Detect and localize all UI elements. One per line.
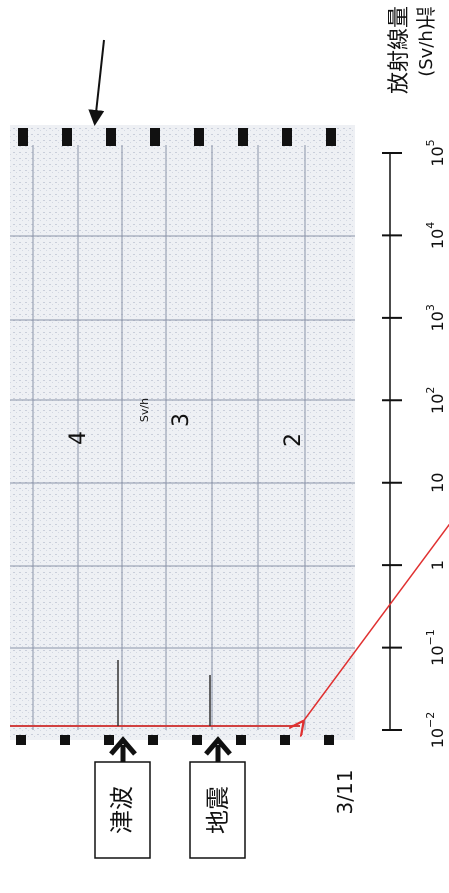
perforation: [194, 128, 204, 146]
perforation: [148, 735, 158, 745]
tick-exponent: −2: [424, 712, 437, 728]
perforation: [324, 735, 334, 745]
scan-mark: Sv/h: [138, 398, 151, 422]
tick-base: 10: [428, 229, 447, 249]
paper-grid: [10, 145, 355, 730]
perforation: [326, 128, 336, 146]
tick-exponent: 2: [424, 387, 437, 394]
tick-label: 103: [424, 304, 447, 331]
tick-label: 105: [424, 139, 447, 166]
tick-base: 10: [428, 473, 447, 493]
tick-base: 1: [428, 560, 447, 570]
perforation: [280, 735, 290, 745]
tick-exponent: 3: [424, 304, 437, 311]
tick-base: 10: [428, 394, 447, 414]
tick-base: 10: [428, 646, 447, 666]
perforation: [16, 735, 26, 745]
tick-base: 10: [428, 311, 447, 331]
chart-paper: [10, 125, 355, 740]
tick-base: 10: [428, 146, 447, 166]
scan-mark: 4: [66, 431, 91, 445]
tick-label: 102: [424, 387, 447, 414]
label-box: [94, 761, 151, 859]
perforation: [60, 735, 70, 745]
tick-exponent: −1: [424, 629, 437, 645]
perforation: [192, 735, 202, 745]
perforation: [236, 735, 246, 745]
perforation: [106, 128, 116, 146]
tick-exponent: 4: [424, 222, 437, 229]
scan: 4 3 2 Sv/h: [10, 125, 355, 745]
perforation: [150, 128, 160, 146]
tick-label: 104: [424, 222, 447, 249]
axis-unit: (Sv/h): [416, 23, 437, 77]
date-label: 3/11: [333, 770, 357, 815]
label-box: [189, 761, 246, 859]
tsunami-label: 津波: [108, 786, 136, 834]
axis-title: 放射線量: [387, 6, 412, 94]
tick-label: 10: [428, 473, 447, 493]
tick-label: 10−2: [424, 712, 447, 749]
pointer-arrow: [88, 39, 105, 126]
event-arrows: [109, 736, 232, 762]
top-label: 計: [413, 6, 437, 26]
red-arrow: [302, 523, 449, 723]
perforation: [104, 735, 114, 745]
tick-label: 1: [428, 560, 447, 570]
perforations: [16, 128, 336, 745]
perforation: [282, 128, 292, 146]
perforation: [238, 128, 248, 146]
perforation: [18, 128, 28, 146]
tick-label: 10−1: [424, 629, 447, 666]
scan-mark: 2: [281, 433, 306, 447]
tick-exponent: 5: [424, 139, 437, 146]
scan-mark: 3: [169, 413, 194, 427]
tick-base: 10: [428, 728, 447, 748]
perforation: [62, 128, 72, 146]
earthquake-label: 地震: [204, 786, 232, 834]
